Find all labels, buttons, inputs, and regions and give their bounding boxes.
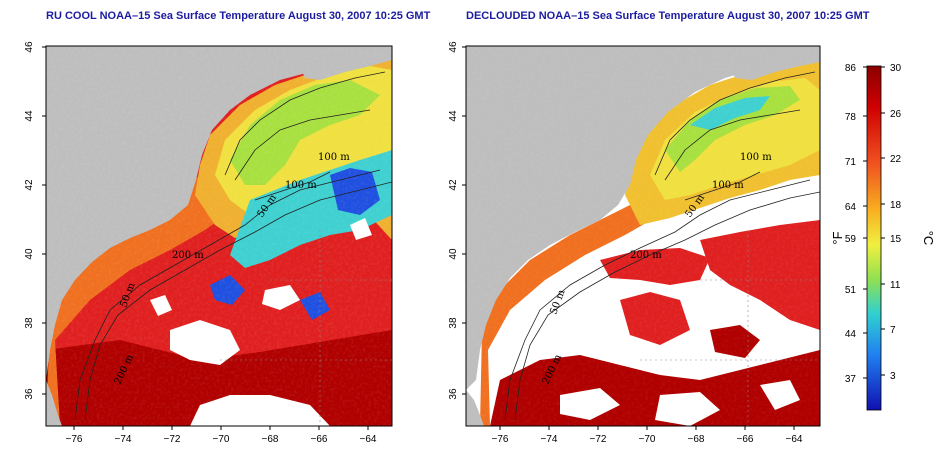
colorbar-c-tick: 7 [890, 325, 896, 336]
right-contour-label-2: 100 m [712, 180, 744, 191]
left-contour-label-1: 100 m [318, 152, 350, 163]
colorbar: 86 78 71 64 59 51 44 37 30 26 22 18 15 1… [830, 63, 936, 411]
colorbar-f-tick: 71 [845, 157, 857, 168]
left-x-tick: −72 [164, 434, 181, 445]
right-y-tick: 46 [448, 41, 459, 53]
right-tick-marks [462, 46, 795, 430]
colorbar-c-tick: 30 [890, 63, 902, 74]
right-grid [640, 230, 820, 426]
right-frame [465, 45, 821, 427]
colorbar-celsius-unit: °C [921, 231, 936, 246]
colorbar-c-tick: 22 [890, 154, 902, 165]
left-x-tick: −70 [213, 434, 230, 445]
left-x-tick: −76 [66, 434, 83, 445]
colorbar-c-tick: 11 [890, 280, 901, 291]
right-x-tick: −68 [688, 434, 705, 445]
left-x-tick: −68 [262, 434, 279, 445]
colorbar-c-tick: 26 [890, 109, 902, 120]
right-x-tick: −76 [492, 434, 509, 445]
left-y-tick: 42 [24, 179, 35, 191]
left-x-tick: −66 [311, 434, 328, 445]
right-x-tick: −72 [590, 434, 607, 445]
left-frame [45, 45, 393, 427]
right-speckle [466, 46, 820, 426]
left-y-tick: 38 [24, 317, 35, 329]
colorbar-f-tick: 44 [845, 329, 857, 340]
colorbar-f-tick: 37 [845, 374, 857, 385]
right-x-tick: −74 [541, 434, 558, 445]
right-x-tick: −66 [737, 434, 754, 445]
right-y-tick: 42 [448, 179, 459, 191]
right-contours [504, 71, 820, 421]
left-contour-label-4: 200 m [172, 250, 204, 261]
left-tick-marks [42, 46, 369, 430]
left-contour-label-2: 100 m [285, 180, 317, 191]
left-grid [220, 230, 392, 426]
right-x-tick: −64 [786, 434, 803, 445]
left-contours [74, 71, 392, 421]
right-contour-label-1: 100 m [740, 152, 772, 163]
colorbar-f-tick: 64 [845, 202, 857, 213]
left-y-tick: 46 [24, 41, 35, 53]
colorbar-f-tick: 78 [845, 112, 857, 123]
colorbar-c-tick: 3 [890, 371, 896, 382]
colorbar-f-tick: 86 [845, 63, 857, 74]
left-y-tick: 36 [24, 388, 35, 400]
left-map: 100 m 100 m 50 m 200 m 50 m 200 m −76 −7… [24, 41, 393, 445]
colorbar-c-tick: 15 [890, 234, 902, 245]
right-y-tick: 38 [448, 317, 459, 329]
left-speckle [46, 46, 392, 426]
right-y-tick: 40 [448, 248, 459, 260]
right-map: 100 m 100 m 50 m 200 m 50 m 200 m −76 −7… [448, 41, 821, 445]
left-y-tick: 44 [24, 110, 35, 122]
colorbar-c-tick: 18 [890, 200, 902, 211]
colorbar-gradient [866, 65, 882, 411]
right-panel-title: DECLOUDED NOAA–15 Sea Surface Temperatur… [466, 10, 870, 22]
colorbar-ticks [863, 66, 885, 379]
left-x-tick: −64 [360, 434, 377, 445]
left-y-tick: 40 [24, 248, 35, 260]
right-contour-label-4: 200 m [630, 250, 662, 261]
colorbar-f-tick: 59 [845, 234, 857, 245]
right-y-tick: 44 [448, 110, 459, 122]
colorbar-f-tick: 51 [845, 285, 857, 296]
right-y-tick: 36 [448, 388, 459, 400]
right-x-tick: −70 [639, 434, 656, 445]
left-x-tick: −74 [115, 434, 132, 445]
left-panel-title: RU COOL NOAA–15 Sea Surface Temperature … [46, 10, 431, 22]
colorbar-fahrenheit-unit: °F [830, 231, 845, 244]
